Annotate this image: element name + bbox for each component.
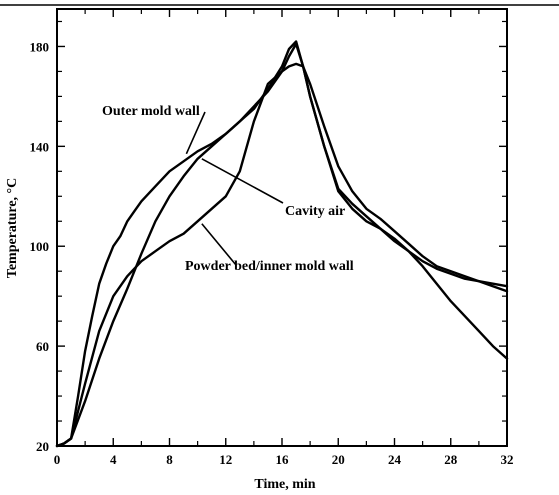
y-tick-label: 20 xyxy=(36,439,49,454)
series-layer xyxy=(55,40,509,448)
annotation-leader xyxy=(185,111,206,155)
axis-ticks xyxy=(56,9,508,447)
x-tick-label: 0 xyxy=(54,452,61,467)
x-tick-label: 32 xyxy=(501,452,514,467)
y-tick-label: 180 xyxy=(30,39,50,54)
x-tick-label: 28 xyxy=(444,452,458,467)
annotation-powder-bed: Powder bed/inner mold wall xyxy=(185,259,354,274)
y-tick-label: 60 xyxy=(36,339,49,354)
series-line-powder-bed-inner-mold-wall xyxy=(55,62,509,448)
x-tick-label: 20 xyxy=(332,452,345,467)
x-tick-label: 4 xyxy=(110,452,117,467)
annotation-leader xyxy=(201,223,237,266)
x-tick-label: 24 xyxy=(388,452,402,467)
annotation-cavity-air: Cavity air xyxy=(285,204,345,219)
series-line-outer-mold-wall xyxy=(55,40,509,448)
annotation-leaders xyxy=(185,111,284,266)
series-line-cavity-air xyxy=(55,42,509,448)
x-tick-label: 16 xyxy=(276,452,290,467)
y-tick-label: 100 xyxy=(30,239,50,254)
x-axis-title: Time, min xyxy=(254,477,315,492)
annotation-outer-mold-wall: Outer mold wall xyxy=(102,104,200,119)
annotation-leader xyxy=(201,158,284,204)
x-tick-label: 8 xyxy=(166,452,173,467)
tick-labels: 0 4 8 12 16 20 24 28 32 20 60 100 140 180 xyxy=(30,39,514,467)
y-tick-label: 140 xyxy=(30,139,50,154)
y-axis-title: Temperature, °C xyxy=(5,178,20,278)
x-tick-label: 12 xyxy=(219,452,232,467)
